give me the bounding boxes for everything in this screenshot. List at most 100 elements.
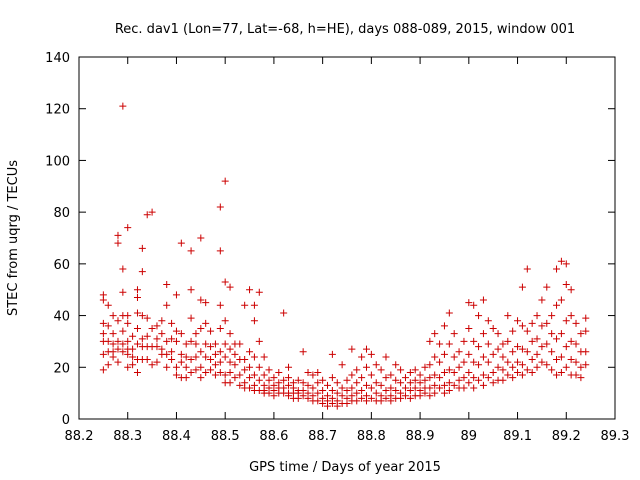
data-point <box>255 288 263 296</box>
data-point <box>523 348 531 356</box>
axes: 0 20 40 60 80 100 120 140 88.2 88.3 88.4 88.5 88.6 88… <box>45 51 629 444</box>
data-point <box>406 387 414 395</box>
data-point <box>177 330 185 338</box>
data-point <box>440 322 448 330</box>
data-point <box>324 381 332 389</box>
data-point <box>397 366 405 374</box>
data-point <box>221 353 229 361</box>
data-point <box>119 265 127 273</box>
x-tick-label: 88.7 <box>308 429 337 444</box>
data-point <box>333 379 341 387</box>
data-point <box>557 296 565 304</box>
data-point <box>265 389 273 397</box>
data-point <box>538 358 546 366</box>
data-point <box>192 340 200 348</box>
data-point <box>163 363 171 371</box>
data-point <box>479 371 487 379</box>
data-point <box>143 356 151 364</box>
data-point <box>460 337 468 345</box>
data-point <box>538 343 546 351</box>
data-point <box>172 363 180 371</box>
data-point <box>168 319 176 327</box>
data-point <box>202 368 210 376</box>
data-point <box>197 325 205 332</box>
data-point <box>358 387 366 395</box>
data-point <box>275 368 283 376</box>
data-point <box>543 340 551 348</box>
data-point <box>499 340 507 348</box>
x-tick-label: 89 <box>461 429 478 444</box>
data-point <box>207 366 215 374</box>
data-point <box>148 208 156 216</box>
data-point <box>207 356 215 364</box>
data-point <box>377 366 385 374</box>
data-point <box>143 332 151 340</box>
data-point <box>343 399 351 407</box>
data-point <box>416 371 424 379</box>
y-tick-label: 0 <box>62 413 70 428</box>
data-point <box>182 374 190 382</box>
data-point <box>353 397 361 405</box>
y-tick-label: 80 <box>53 206 70 221</box>
data-point <box>309 384 317 392</box>
y-tick-label: 140 <box>45 51 70 66</box>
data-point <box>411 384 419 392</box>
data-point <box>304 394 312 402</box>
data-point <box>304 381 312 389</box>
data-point <box>270 374 278 382</box>
data-point <box>475 376 483 384</box>
data-point <box>543 319 551 327</box>
data-point <box>114 358 122 366</box>
data-point <box>494 330 502 338</box>
data-point <box>187 337 195 345</box>
data-point <box>182 353 190 361</box>
data-point <box>489 350 497 358</box>
data-point <box>114 231 122 239</box>
data-point <box>367 350 375 358</box>
data-point <box>421 363 429 371</box>
data-point <box>445 340 453 348</box>
data-point <box>460 384 468 392</box>
data-point <box>538 322 546 330</box>
data-point <box>109 353 117 361</box>
data-point <box>548 366 556 374</box>
data-point <box>99 330 107 338</box>
data-point <box>562 317 570 325</box>
data-point <box>450 381 458 389</box>
data-point <box>557 257 565 265</box>
data-point <box>377 381 385 389</box>
data-point <box>465 379 473 387</box>
data-point <box>197 234 205 242</box>
data-point <box>250 371 258 379</box>
data-point <box>553 265 561 273</box>
data-point <box>328 387 336 395</box>
data-point <box>431 381 439 389</box>
data-point <box>99 319 107 327</box>
data-point <box>221 317 229 325</box>
data-point <box>470 337 478 345</box>
data-point <box>377 397 385 405</box>
data-point <box>421 389 429 397</box>
data-point <box>548 330 556 338</box>
data-point <box>440 389 448 397</box>
data-point <box>265 366 273 374</box>
data-point <box>411 366 419 374</box>
data-point <box>538 296 546 304</box>
data-point <box>314 379 322 387</box>
data-point <box>470 301 478 309</box>
data-point <box>431 371 439 379</box>
data-point <box>338 361 346 369</box>
x-tick-label: 88.2 <box>65 429 94 444</box>
data-point <box>324 402 332 410</box>
data-point <box>440 368 448 376</box>
data-point <box>211 371 219 379</box>
y-axis-label: STEC from uqrg / TECUs <box>6 160 21 316</box>
data-point <box>489 379 497 387</box>
x-tick-label: 88.9 <box>406 429 435 444</box>
data-point <box>177 358 185 366</box>
data-point <box>528 337 536 345</box>
data-point <box>187 314 195 322</box>
data-point <box>216 301 224 309</box>
data-point <box>231 350 239 358</box>
